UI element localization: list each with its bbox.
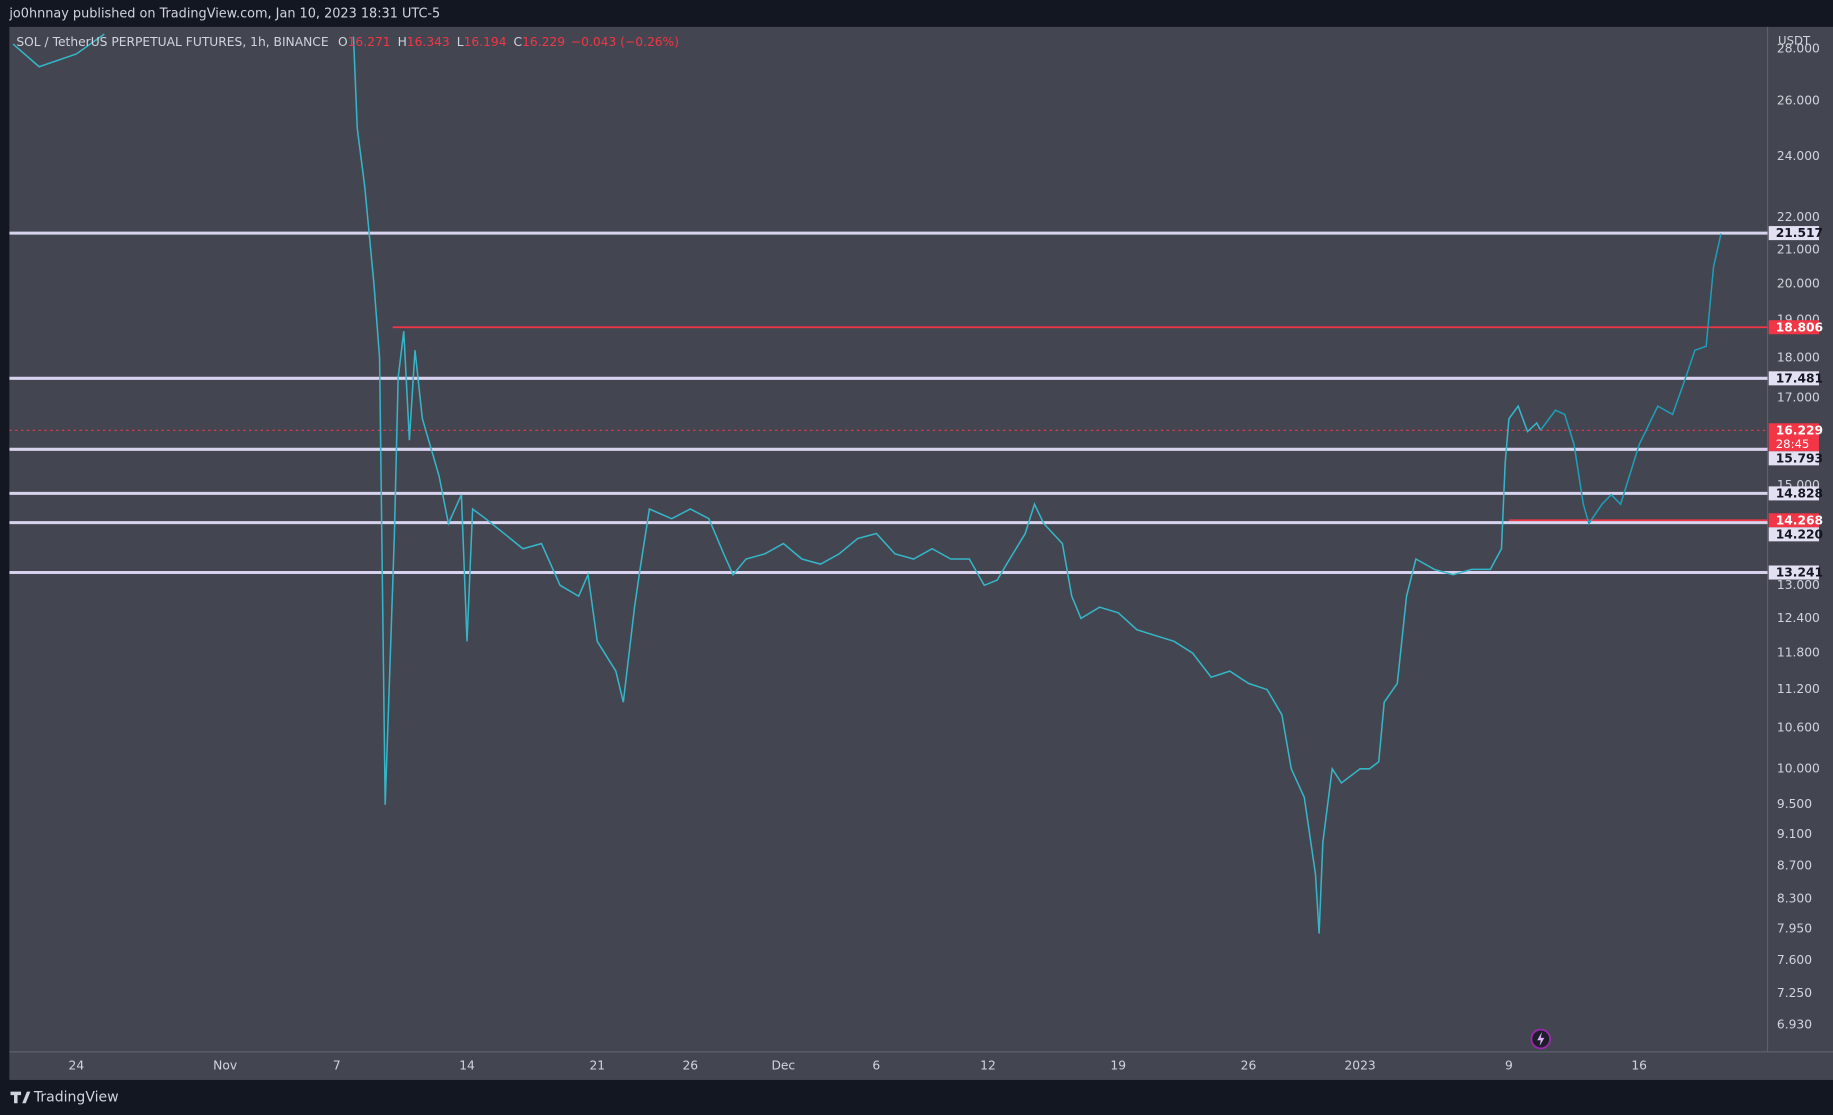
- y-tick-label: 7.600: [1777, 953, 1812, 967]
- y-tick-label: 7.950: [1777, 922, 1812, 936]
- ohlc-key: H: [398, 35, 407, 49]
- ohlc-key: O: [338, 35, 348, 49]
- y-tick-label: 11.800: [1777, 646, 1820, 660]
- x-tick-label: 6: [872, 1058, 880, 1072]
- x-tick-label: 12: [980, 1058, 996, 1072]
- price-label: 21.517: [1776, 226, 1823, 240]
- price-label: 14.828: [1776, 486, 1823, 500]
- price-label: 17.481: [1776, 371, 1823, 385]
- x-tick-label: Dec: [771, 1058, 795, 1072]
- ohlc-value: 16.229: [522, 35, 565, 49]
- price-label-box: [1768, 486, 1819, 501]
- price-label-box: [1768, 423, 1819, 452]
- axis-unit: USDT: [1778, 33, 1811, 47]
- y-tick-label: 26.000: [1777, 93, 1820, 107]
- ohlc-value: 16.194: [464, 35, 507, 49]
- x-tick-label: 14: [459, 1058, 475, 1072]
- y-tick-label: 18.000: [1777, 350, 1820, 364]
- price-label: 14.268: [1776, 513, 1823, 527]
- y-tick-label: 10.000: [1777, 761, 1820, 775]
- y-tick-label: 28.000: [1777, 41, 1820, 55]
- y-tick-label: 21.000: [1777, 243, 1820, 257]
- price-label-box: [1768, 513, 1819, 528]
- y-tick-label: 24.000: [1777, 149, 1820, 163]
- y-tick-label: 13.000: [1777, 578, 1820, 592]
- y-tick-label: 17.000: [1777, 390, 1820, 404]
- publish-header: jo0hnnay published on TradingView.com, J…: [8, 7, 440, 22]
- price-line: [12, 33, 1542, 934]
- event-icon-glyph: [1537, 1032, 1545, 1047]
- ohlc-key: C: [514, 35, 523, 49]
- x-tick-label: Nov: [213, 1058, 237, 1072]
- y-tick-label: 8.300: [1777, 892, 1812, 906]
- plot: [9, 33, 1768, 934]
- x-tick-label: 9: [1505, 1058, 1513, 1072]
- x-tick-label: 16: [1631, 1058, 1647, 1072]
- brand-name: TradingView: [33, 1089, 119, 1105]
- ohlc-value: 16.271: [348, 35, 391, 49]
- price-label: 14.220: [1776, 527, 1823, 541]
- brand-logo: [10, 1091, 31, 1104]
- price-line: [1539, 233, 1722, 526]
- x-tick-label: 24: [69, 1058, 85, 1072]
- x-tick-label: 21: [589, 1058, 605, 1072]
- price-label-box: [1768, 371, 1819, 386]
- y-tick-label: 22.000: [1777, 210, 1820, 224]
- countdown-label: 28:45: [1776, 437, 1810, 451]
- symbol-name: SOL / TetherUS PERPETUAL FUTURES, 1h, BI…: [16, 35, 328, 49]
- legend: SOL / TetherUS PERPETUAL FUTURES, 1h, BI…: [16, 35, 679, 49]
- price-label-box: [1768, 320, 1819, 335]
- ohlc-value: 16.343: [407, 35, 450, 49]
- y-tick-label: 20.000: [1777, 277, 1820, 291]
- y-tick-label: 10.600: [1777, 721, 1820, 735]
- ohlc-key: L: [457, 35, 464, 49]
- price-label-box: [1768, 226, 1819, 241]
- y-tick-label: 11.200: [1777, 682, 1820, 696]
- price-label-box: [1768, 527, 1819, 542]
- x-tick-label: 26: [1241, 1058, 1257, 1072]
- time-axis: [9, 1051, 1833, 1080]
- x-tick-label: 26: [682, 1058, 698, 1072]
- price-label: 16.229: [1776, 423, 1823, 437]
- y-tick-label: 8.700: [1777, 859, 1812, 873]
- x-tick-label: 19: [1110, 1058, 1126, 1072]
- price-label-box: [1768, 565, 1819, 580]
- y-tick-label: 12.400: [1777, 611, 1820, 625]
- x-tick-label: 2023: [1344, 1058, 1375, 1072]
- change-value: −0.043 (−0.26%): [571, 35, 679, 49]
- price-label: 18.806: [1776, 320, 1823, 334]
- price-label-box: [1768, 451, 1819, 466]
- y-tick-label: 9.500: [1777, 797, 1812, 811]
- x-tick-label: 7: [333, 1058, 341, 1072]
- plot-area: [9, 26, 1768, 1052]
- price-label: 15.793: [1776, 451, 1823, 465]
- symbol-legend: SOL / TetherUS PERPETUAL FUTURES, 1h, BI…: [16, 35, 679, 49]
- y-tick-label: 7.250: [1777, 986, 1812, 1000]
- y-tick-label: 6.930: [1777, 1018, 1812, 1032]
- price-label: 13.241: [1776, 566, 1823, 580]
- y-tick-label: 9.100: [1777, 827, 1812, 841]
